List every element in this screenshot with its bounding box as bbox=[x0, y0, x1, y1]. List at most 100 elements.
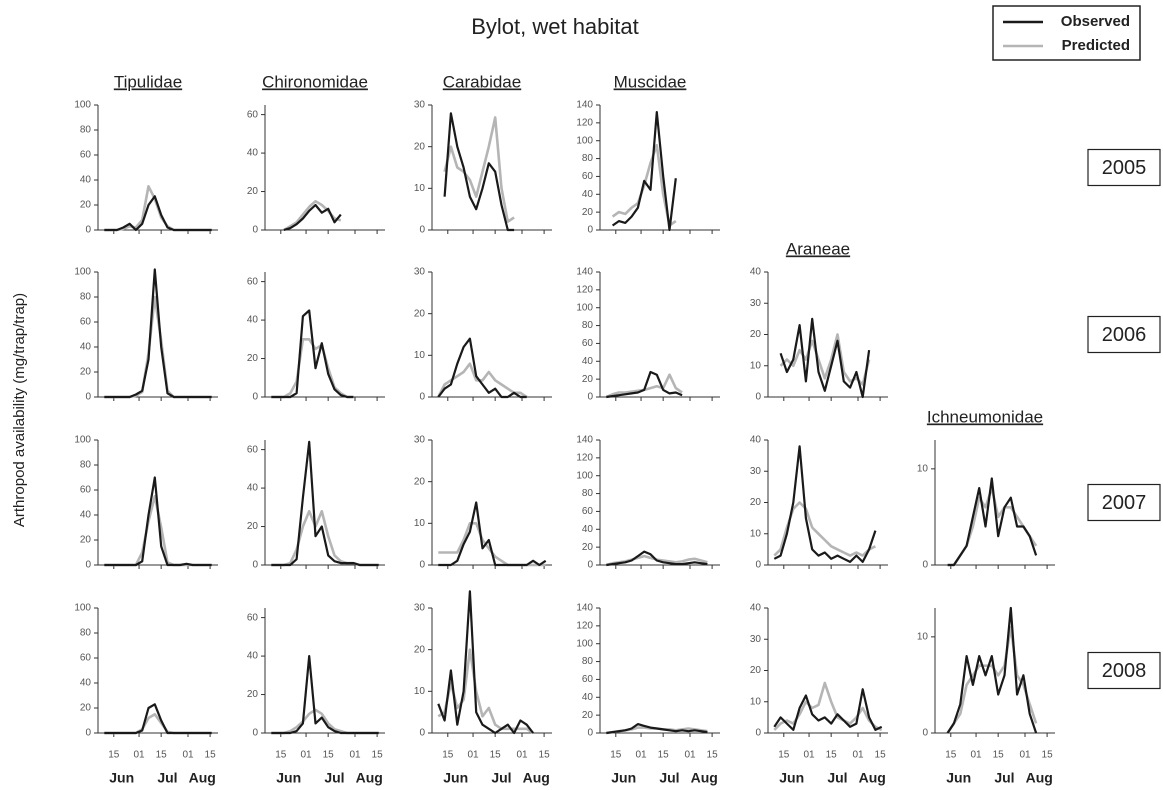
y-tick-label: 120 bbox=[576, 117, 593, 128]
observed-line bbox=[437, 590, 534, 735]
observed-line bbox=[104, 268, 212, 399]
year-box bbox=[1087, 651, 1161, 690]
observed-line bbox=[283, 203, 342, 232]
x-tick-label: 15 bbox=[945, 750, 957, 761]
y-tick-label: 0 bbox=[755, 392, 761, 403]
y-tick-label: 100 bbox=[74, 100, 91, 111]
y-tick-label: 0 bbox=[587, 728, 593, 739]
y-tick-label: 100 bbox=[576, 470, 593, 481]
y-tick-label: 80 bbox=[582, 153, 594, 164]
predicted-line bbox=[773, 501, 876, 557]
x-tick-label: 01 bbox=[852, 750, 864, 761]
y-tick-label: 40 bbox=[247, 315, 259, 326]
y-tick-label: 80 bbox=[80, 460, 92, 471]
y-tick-label: 0 bbox=[252, 225, 258, 236]
y-tick-label: 10 bbox=[750, 696, 762, 707]
y-tick-label: 40 bbox=[80, 678, 92, 689]
y-tick-label: 0 bbox=[252, 392, 258, 403]
y-tick-label: 0 bbox=[587, 225, 593, 236]
x-tick-label: 15 bbox=[108, 750, 120, 761]
observed-line bbox=[779, 317, 871, 399]
month-label: Aug bbox=[1026, 770, 1053, 786]
month-label: Jul bbox=[994, 770, 1014, 786]
y-tick-label: 0 bbox=[922, 560, 928, 571]
y-tick-label: 0 bbox=[419, 728, 425, 739]
y-axis-label: Arthropod availability (mg/trap/trap) bbox=[11, 293, 28, 527]
year-box bbox=[1087, 315, 1161, 354]
y-tick-label: 40 bbox=[247, 483, 259, 494]
observed-line bbox=[611, 111, 677, 232]
x-tick-label: 15 bbox=[490, 750, 502, 761]
y-tick-label: 10 bbox=[414, 350, 426, 361]
y-tick-label: 80 bbox=[582, 488, 594, 499]
y-tick-label: 100 bbox=[576, 302, 593, 313]
y-tick-label: 0 bbox=[85, 560, 91, 571]
year-box bbox=[1087, 148, 1161, 187]
y-tick-label: 60 bbox=[80, 317, 92, 328]
panel-title: Tipulidae bbox=[114, 72, 182, 91]
y-tick-label: 40 bbox=[80, 342, 92, 353]
y-tick-label: 20 bbox=[414, 476, 426, 487]
y-tick-label: 80 bbox=[80, 628, 92, 639]
y-tick-label: 100 bbox=[576, 135, 593, 146]
y-tick-label: 60 bbox=[247, 276, 259, 287]
month-label: Jun bbox=[443, 770, 468, 786]
observed-line bbox=[773, 445, 877, 563]
observed-line bbox=[104, 476, 212, 567]
y-tick-label: 10 bbox=[414, 518, 426, 529]
predicted-line bbox=[443, 116, 515, 223]
y-tick-label: 100 bbox=[74, 435, 91, 446]
y-tick-label: 100 bbox=[74, 267, 91, 278]
month-label: Jun bbox=[109, 770, 134, 786]
observed-line bbox=[606, 370, 683, 399]
observed-line bbox=[438, 501, 547, 567]
y-tick-label: 10 bbox=[414, 183, 426, 194]
y-tick-label: 20 bbox=[582, 542, 594, 553]
y-tick-label: 100 bbox=[576, 638, 593, 649]
y-tick-label: 140 bbox=[576, 100, 593, 111]
x-tick-label: 15 bbox=[658, 750, 670, 761]
observed-line bbox=[437, 337, 527, 399]
observed-line bbox=[773, 688, 883, 731]
month-label: Aug bbox=[189, 770, 216, 786]
y-tick-label: 30 bbox=[414, 267, 426, 278]
y-tick-label: 30 bbox=[750, 466, 762, 477]
y-tick-label: 10 bbox=[750, 360, 762, 371]
y-tick-label: 0 bbox=[922, 728, 928, 739]
x-tick-label: 15 bbox=[875, 750, 887, 761]
y-tick-label: 60 bbox=[80, 653, 92, 664]
y-tick-label: 40 bbox=[247, 651, 259, 662]
y-tick-label: 30 bbox=[414, 603, 426, 614]
observed-line bbox=[947, 477, 1038, 567]
y-tick-label: 60 bbox=[582, 506, 594, 517]
y-tick-label: 20 bbox=[750, 497, 762, 508]
month-label: Jul bbox=[324, 770, 344, 786]
month-label: Jul bbox=[157, 770, 177, 786]
legend-label: Predicted bbox=[1062, 37, 1130, 54]
panel-title: Muscidae bbox=[614, 72, 687, 91]
year-label: 2006 bbox=[1102, 324, 1147, 346]
month-label: Jul bbox=[827, 770, 847, 786]
y-tick-label: 140 bbox=[576, 267, 593, 278]
y-tick-label: 10 bbox=[414, 686, 426, 697]
y-tick-label: 120 bbox=[576, 620, 593, 631]
observed-line bbox=[104, 703, 212, 735]
y-tick-label: 60 bbox=[247, 109, 259, 120]
y-tick-label: 0 bbox=[755, 560, 761, 571]
x-tick-label: 15 bbox=[610, 750, 622, 761]
y-tick-label: 20 bbox=[80, 703, 92, 714]
x-tick-label: 01 bbox=[182, 750, 194, 761]
y-tick-label: 20 bbox=[80, 535, 92, 546]
y-tick-label: 30 bbox=[414, 100, 426, 111]
predicted-line bbox=[438, 522, 546, 567]
x-tick-label: 15 bbox=[323, 750, 335, 761]
y-tick-label: 40 bbox=[247, 148, 259, 159]
x-tick-label: 01 bbox=[467, 750, 479, 761]
predicted-line bbox=[773, 681, 883, 732]
x-tick-label: 01 bbox=[635, 750, 647, 761]
month-label: Aug bbox=[859, 770, 886, 786]
x-tick-label: 15 bbox=[372, 750, 384, 761]
y-tick-label: 80 bbox=[80, 292, 92, 303]
y-tick-label: 140 bbox=[576, 603, 593, 614]
y-tick-label: 120 bbox=[576, 284, 593, 295]
